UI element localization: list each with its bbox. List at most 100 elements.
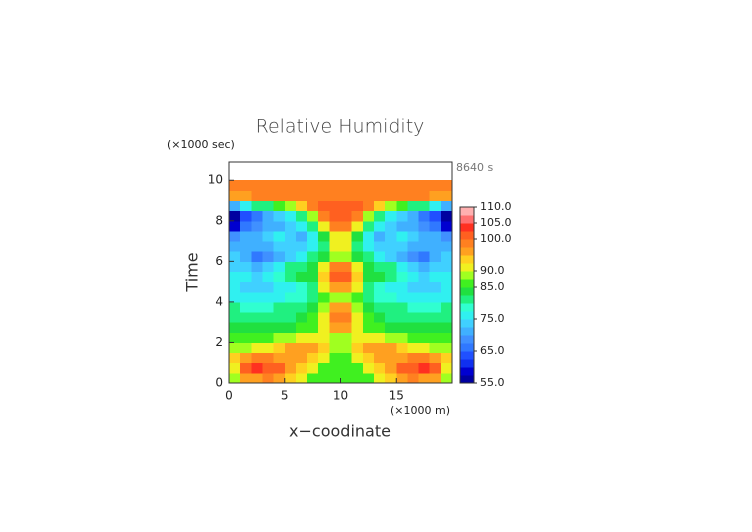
contour-cell: [262, 281, 275, 293]
contour-cell: [284, 210, 297, 222]
contour-cell: [362, 241, 375, 252]
contour-cell: [362, 352, 375, 364]
contour-cell: [307, 342, 319, 354]
colorbar-band: [460, 263, 474, 272]
contour-cell: [284, 271, 297, 283]
contour-cell: [396, 230, 408, 242]
contour-cell: [262, 251, 275, 262]
contour-cell: [273, 342, 286, 354]
contour-cell: [251, 322, 263, 333]
contour-cell: [385, 291, 397, 303]
contour-cell: [385, 210, 397, 222]
colorbar-tick-label: 85.0: [480, 280, 505, 293]
contour-cell: [229, 332, 241, 343]
contour-cell: [373, 271, 386, 283]
contour-cell: [240, 230, 252, 242]
contour-cell: [318, 372, 330, 384]
contour-cell: [318, 220, 330, 232]
colorbar-band: [460, 255, 474, 264]
contour-cell: [407, 271, 420, 283]
contour-cell: [407, 241, 420, 252]
contour-cell: [440, 372, 453, 384]
contour-cell: [262, 241, 275, 252]
contour-cell: [284, 312, 297, 323]
contour-cell: [373, 332, 386, 343]
contour-cell: [240, 322, 252, 333]
contour-cell: [362, 281, 375, 293]
contour-cell: [251, 251, 263, 262]
contour-cell: [295, 362, 308, 374]
contour-cell: [295, 332, 308, 343]
contour-cell: [251, 332, 263, 343]
contour-cell: [396, 251, 408, 262]
contour-cell: [429, 332, 442, 343]
contour-cell: [351, 210, 364, 222]
contour-cell: [262, 352, 275, 364]
contour-cell: [351, 332, 364, 343]
contour-cell: [373, 230, 386, 242]
colorbar-band: [460, 375, 474, 384]
contour-cell: [284, 332, 297, 343]
contour-cell: [318, 210, 330, 222]
contour-cell: [385, 362, 397, 374]
contour-cell: [429, 372, 442, 384]
contour-cell: [295, 301, 308, 313]
y-tick-label: 4: [215, 294, 223, 308]
contour-cell: [229, 241, 241, 252]
contour-cell: [251, 230, 263, 242]
contour-cell: [373, 210, 386, 222]
contour-cell: [295, 190, 308, 202]
contour-cell: [429, 180, 442, 191]
contour-cell: [262, 312, 275, 323]
contour-cell: [362, 200, 375, 212]
contour-cell: [418, 301, 431, 313]
contour-cell: [351, 241, 364, 252]
contour-cell: [284, 190, 297, 202]
contour-cell: [407, 281, 420, 293]
contour-cell: [318, 261, 330, 272]
annotation: 8640 s: [456, 161, 493, 174]
contour-cell: [418, 281, 431, 293]
contour-cell: [351, 291, 364, 303]
x-tick-label: 10: [333, 389, 348, 403]
contour-cell: [429, 291, 442, 303]
contour-cell: [273, 261, 286, 272]
contour-cell: [351, 352, 364, 364]
contour-cell: [396, 352, 408, 364]
contour-cell: [362, 210, 375, 222]
contour-cell: [240, 200, 252, 212]
contour-cell: [373, 241, 386, 252]
contour-cell: [362, 230, 375, 242]
contour-cell: [351, 271, 364, 283]
contour-cell: [284, 291, 297, 303]
colorbar-band: [460, 335, 474, 344]
contour-cell: [307, 190, 319, 202]
x-axis-label: x−coodinate: [289, 422, 391, 441]
contour-cell: [373, 372, 386, 384]
contour-cell: [362, 291, 375, 303]
contour-cell: [440, 261, 453, 272]
contour-cell: [229, 352, 241, 364]
contour-cell: [240, 332, 252, 343]
contour-cell: [385, 372, 397, 384]
y-tick-label: 0: [215, 376, 223, 390]
contour-cell: [418, 210, 431, 222]
contour-cell: [229, 180, 241, 191]
contour-cell: [407, 332, 420, 343]
contour-cell: [262, 210, 275, 222]
contour-cell: [329, 180, 341, 191]
contour-cell: [440, 271, 453, 283]
contour-cell: [229, 200, 241, 212]
contour-cell: [318, 352, 330, 364]
contour-cell: [295, 200, 308, 212]
contour-cell: [262, 180, 275, 191]
contour-cell: [240, 281, 252, 293]
colorbar-band: [460, 343, 474, 352]
contour-cell: [284, 281, 297, 293]
contour-cell: [440, 322, 453, 333]
contour-cell: [229, 271, 241, 283]
contour-cell: [273, 200, 286, 212]
contour-cell: [385, 190, 397, 202]
contour-cell: [329, 190, 341, 202]
